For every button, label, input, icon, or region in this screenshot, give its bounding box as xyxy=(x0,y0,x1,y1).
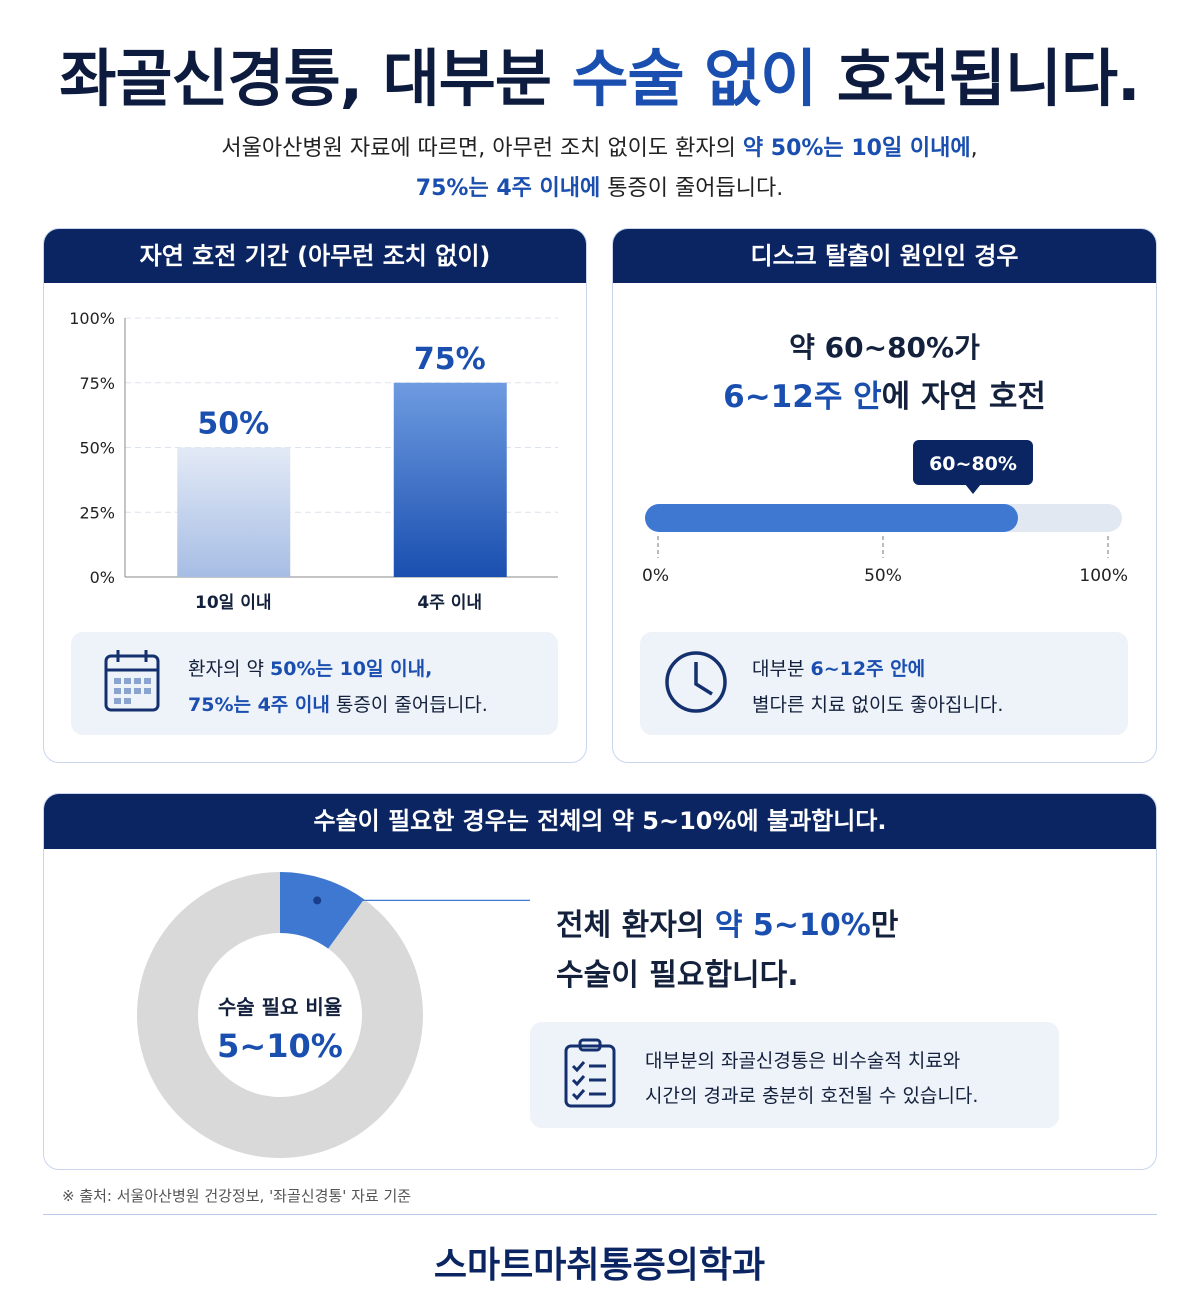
highlight: 75%는 4주 이내 xyxy=(188,694,330,716)
highlight: 6~12주 안에 xyxy=(810,658,926,680)
range-label: 60~80% xyxy=(929,453,1017,475)
text: 전체 환자의 xyxy=(556,908,715,943)
headline: 6~12주 안에 자연 호전 xyxy=(612,371,1157,416)
text: 수술이 필요합니다. xyxy=(556,958,799,993)
x-tick-label: 50% xyxy=(864,566,902,586)
x-tick-label: 4주 이내 xyxy=(417,593,482,613)
headline: 수술이 필요합니다. xyxy=(556,950,799,994)
divider xyxy=(43,1214,1157,1215)
note-text: 환자의 약 50%는 10일 이내, xyxy=(188,654,432,681)
text: , xyxy=(970,136,978,161)
donut-slice xyxy=(280,872,365,949)
text: 별다른 치료 없이도 좋아집니다. xyxy=(752,694,1004,716)
card-header: 수술이 필요한 경우는 전체의 약 5~10%에 불과합니다. xyxy=(44,794,1156,849)
subtitle: 75%는 4주 이내에 통증이 줄어듭니다. xyxy=(0,170,1199,202)
y-tick-label: 25% xyxy=(79,503,115,522)
donut-rest xyxy=(137,872,424,1158)
text: 에 자연 호전 xyxy=(881,379,1046,415)
calendar-icon xyxy=(104,650,160,712)
text: 만 xyxy=(870,908,899,943)
range-tooltip xyxy=(913,440,1033,485)
source: ※ 출처: 서울아산병원 건강정보, '좌골신경통' 자료 기준 xyxy=(62,1187,412,1205)
text: 대부분의 좌골신경통은 비수술적 치료와 xyxy=(645,1050,961,1072)
x-tick-label: 10일 이내 xyxy=(195,593,272,613)
bar xyxy=(393,382,507,577)
bar xyxy=(177,447,291,577)
center-value: 5~10% xyxy=(217,1027,343,1065)
x-tick-label: 100% xyxy=(1079,566,1128,586)
highlight: 50%는 10일 이내, xyxy=(270,658,433,680)
note-box xyxy=(71,632,558,735)
text: 통증이 줄어듭니다. xyxy=(600,176,784,201)
note-text: 대부분의 좌골신경통은 비수술적 치료와 xyxy=(645,1046,960,1073)
highlight: 약 50%는 10일 이내에 xyxy=(742,136,971,161)
range-bar xyxy=(645,504,1018,532)
y-tick-label: 0% xyxy=(90,568,115,587)
text: 서울아산병원 자료에 따르면, 아무런 조치 없이도 환자의 xyxy=(221,136,743,161)
y-tick-label: 100% xyxy=(69,309,115,328)
text: 환자의 약 xyxy=(188,658,270,680)
subtitle: 서울아산병원 자료에 따르면, 아무런 조치 없이도 환자의 약 50%는 10… xyxy=(0,130,1199,162)
card-header: 자연 호전 기간 (아무런 조치 없이) xyxy=(44,229,586,283)
footer: 스마트마취통증의학과 xyxy=(433,1245,766,1286)
center-label: 수술 필요 비율 xyxy=(218,995,342,1019)
value-label: 50% xyxy=(197,407,269,442)
title: 좌골신경통, 대부분 수술 없이 호전됩니다. xyxy=(0,28,1199,118)
note-box xyxy=(530,1022,1059,1128)
title-part: 좌골신경통, 대부분 xyxy=(59,42,572,115)
title-highlight: 수술 없이 xyxy=(571,42,817,115)
note-text: 별다른 치료 없이도 좋아집니다. xyxy=(752,690,1003,717)
leader-dot xyxy=(313,896,322,905)
highlight: 약 5~10% xyxy=(714,908,871,943)
highlight: 75%는 4주 이내에 xyxy=(415,176,601,201)
title-part: 호전됩니다. xyxy=(816,42,1141,115)
y-tick-label: 50% xyxy=(79,439,115,458)
y-tick-label: 75% xyxy=(79,374,115,393)
x-tick-label: 0% xyxy=(642,566,669,586)
clipboard-icon xyxy=(564,1038,616,1108)
text: 시간의 경과로 충분히 호전될 수 있습니다. xyxy=(645,1085,979,1107)
clock-icon xyxy=(665,651,727,713)
note-text: 대부분 6~12주 안에 xyxy=(752,654,925,681)
note-text: 시간의 경과로 충분히 호전될 수 있습니다. xyxy=(645,1081,978,1108)
text: 통증이 줄어듭니다. xyxy=(329,694,488,716)
headline: 전체 환자의 약 5~10%만 xyxy=(556,900,898,944)
card-header: 디스크 탈출이 원인인 경우 xyxy=(613,229,1156,283)
text: 약 60~80%가 xyxy=(789,331,980,364)
highlight: 6~12주 안 xyxy=(723,379,882,415)
note-box xyxy=(640,632,1128,735)
text: 대부분 xyxy=(752,658,811,680)
headline: 약 60~80%가 xyxy=(612,326,1157,366)
tooltip-arrow xyxy=(965,484,981,494)
note-text: 75%는 4주 이내 통증이 줄어듭니다. xyxy=(188,690,488,717)
value-label: 75% xyxy=(414,342,486,377)
